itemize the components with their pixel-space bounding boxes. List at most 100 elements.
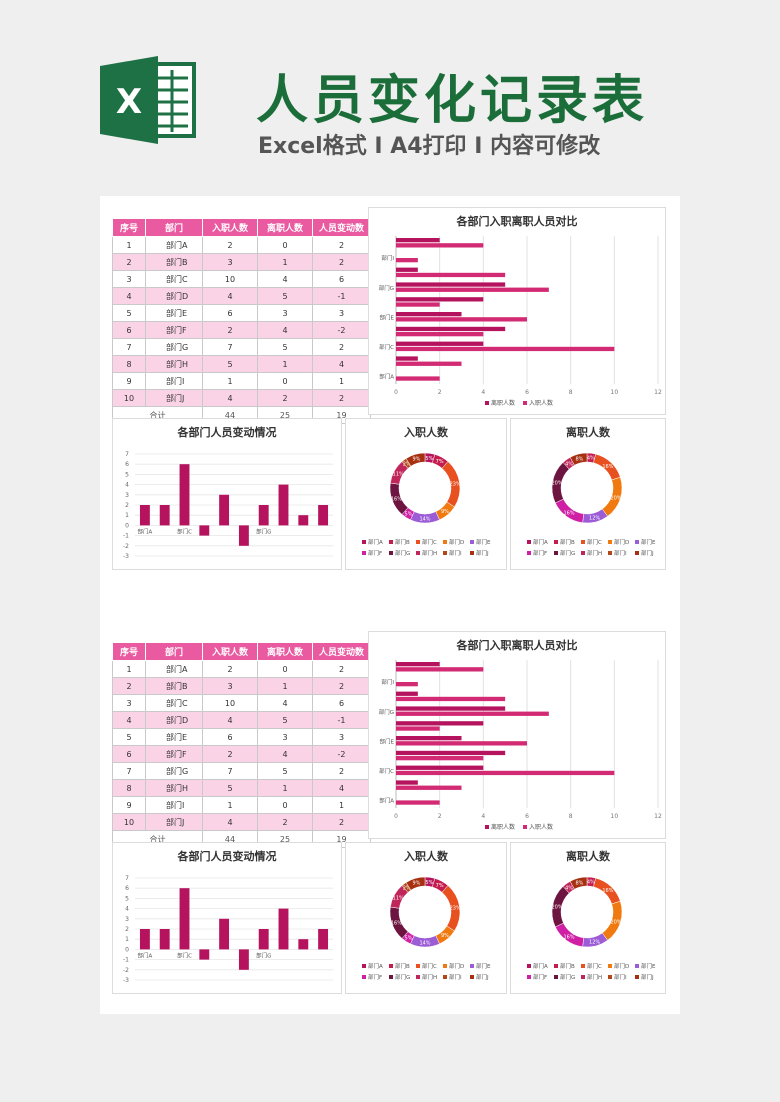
bar bbox=[396, 238, 440, 243]
table-cell: 部门J bbox=[145, 389, 203, 407]
report-section-1: 序号 部门 入职人数 离职人数 人员变动数 1 部门A 2 0 2 2 部门B 3 1 2 3 部门C… bbox=[112, 206, 668, 582]
bar bbox=[396, 317, 527, 322]
table-cell: 6 bbox=[312, 694, 371, 712]
table-row: 5 部门E 6 3 3 bbox=[112, 728, 371, 746]
bar bbox=[396, 361, 462, 366]
bar bbox=[298, 939, 309, 950]
table-cell: 部门A bbox=[145, 236, 203, 254]
legend-label: 部门G bbox=[560, 973, 575, 981]
chart-title: 各部门人员变动情况 bbox=[177, 850, 277, 863]
table-cell: 7 bbox=[112, 338, 146, 356]
table-cell: 0 bbox=[257, 372, 313, 390]
legend-label: 入职人数 bbox=[529, 399, 553, 407]
table-cell: 部门H bbox=[145, 779, 203, 797]
y-category-label: 部门E bbox=[380, 737, 395, 745]
bar bbox=[396, 376, 440, 381]
chart-title: 各部门入职离职人员对比 bbox=[456, 215, 578, 228]
legend-swatch bbox=[554, 540, 558, 544]
legend-label: 离职人数 bbox=[491, 399, 515, 407]
legend-label: 部门C bbox=[422, 962, 437, 970]
table-cell: 2 bbox=[312, 762, 371, 780]
table-row: 10 部门J 4 2 2 bbox=[112, 389, 371, 407]
table-cell: 0 bbox=[257, 660, 313, 678]
table-cell: 5 bbox=[202, 779, 258, 797]
y-tick-label: 2 bbox=[125, 502, 129, 509]
table-cell: 6 bbox=[202, 304, 258, 322]
col-header: 序号 bbox=[112, 218, 146, 237]
legend-label: 部门E bbox=[476, 962, 491, 970]
slice-label: 7% bbox=[436, 883, 444, 889]
table-row: 3 部门C 10 4 6 bbox=[112, 270, 371, 288]
bar bbox=[258, 505, 269, 526]
slice-label: 23% bbox=[450, 482, 461, 488]
bar bbox=[396, 287, 549, 292]
table-cell: 4 bbox=[257, 270, 313, 288]
legend-label: 部门A bbox=[533, 538, 548, 546]
slice-label: 11% bbox=[393, 471, 404, 477]
legend-label: 部门E bbox=[641, 962, 656, 970]
table-cell: 10 bbox=[112, 389, 146, 407]
table-cell: -1 bbox=[312, 711, 371, 729]
slice-label: 5% bbox=[405, 936, 413, 942]
slice-label: 2% bbox=[403, 462, 411, 468]
report-section-2: 序号 部门 入职人数 离职人数 人员变动数 1 部门A 2 0 2 2 部门B 3 1 2 3 部门C… bbox=[112, 630, 668, 1006]
slice-label: 4% bbox=[565, 461, 573, 467]
slice-label: 20% bbox=[610, 495, 621, 501]
col-header: 人员变动数 bbox=[312, 218, 371, 237]
legend-label: 部门D bbox=[449, 962, 464, 970]
table-cell: 2 bbox=[112, 677, 146, 695]
bar bbox=[396, 800, 440, 805]
bar bbox=[238, 525, 249, 546]
legend-label: 部门I bbox=[614, 549, 627, 557]
x-tick-label: 6 bbox=[525, 389, 529, 396]
table-cell: 4 bbox=[202, 287, 258, 305]
table-cell: 部门C bbox=[145, 694, 203, 712]
x-tick-label: 8 bbox=[569, 389, 573, 396]
legend-swatch bbox=[554, 964, 558, 968]
table-cell: 2 bbox=[312, 338, 371, 356]
table-cell: 2 bbox=[257, 389, 313, 407]
legend-swatch bbox=[470, 975, 474, 979]
y-category-label: 部门I bbox=[381, 678, 394, 686]
table-cell: 部门F bbox=[145, 321, 203, 339]
bar bbox=[396, 258, 418, 263]
bar bbox=[396, 662, 440, 667]
bar bbox=[396, 750, 506, 756]
legend-swatch bbox=[527, 551, 531, 555]
legend-label: 部门I bbox=[449, 549, 462, 557]
slice-label: 12% bbox=[589, 516, 600, 522]
comparison-bar-chart: 0 2 4 6 8 10 12 部门A 部门C 部门E 部门G 部门I 离职人数 入职人数 bbox=[379, 660, 662, 831]
table-cell: 7 bbox=[202, 338, 258, 356]
bar bbox=[396, 785, 462, 790]
y-tick-label: 4 bbox=[125, 482, 129, 489]
legend-label: 部门J bbox=[476, 973, 489, 981]
y-tick-label: 7 bbox=[125, 875, 129, 882]
table-cell: 1 bbox=[112, 660, 146, 678]
slice-label: 9% bbox=[412, 881, 420, 887]
table-cell: 2 bbox=[202, 321, 258, 339]
legend-swatch bbox=[581, 540, 585, 544]
slice-label: 11% bbox=[393, 895, 404, 901]
legend-swatch bbox=[523, 401, 527, 405]
chart-title: 入职人数 bbox=[404, 426, 448, 439]
x-tick-label: 4 bbox=[481, 813, 485, 820]
table-cell: 部门E bbox=[145, 728, 203, 746]
x-tick-label: 2 bbox=[438, 813, 442, 820]
table-cell: 2 bbox=[312, 660, 371, 678]
table-row: 10 部门J 4 2 2 bbox=[112, 813, 371, 831]
legend-label: 部门C bbox=[422, 538, 437, 546]
donut-slice bbox=[569, 452, 588, 466]
y-tick-label: 2 bbox=[125, 926, 129, 933]
table-cell: 1 bbox=[257, 677, 313, 695]
table-cell: 4 bbox=[257, 745, 313, 763]
table-cell: 9 bbox=[112, 796, 146, 814]
legend-swatch bbox=[443, 551, 447, 555]
table-cell: 10 bbox=[202, 694, 258, 712]
legend-swatch bbox=[635, 975, 639, 979]
bar bbox=[396, 667, 484, 672]
excel-icon: X bbox=[100, 56, 196, 144]
bar bbox=[396, 302, 440, 307]
table-cell: 2 bbox=[202, 236, 258, 254]
